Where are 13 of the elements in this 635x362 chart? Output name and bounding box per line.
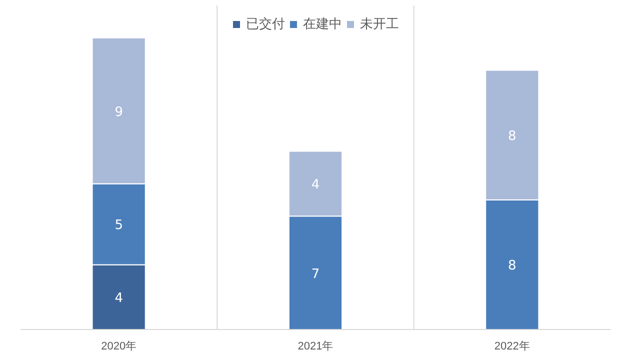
data-label: 8 <box>508 129 516 144</box>
legend-label: 在建中 <box>303 15 342 33</box>
data-label: 5 <box>114 218 123 234</box>
data-label: 8 <box>508 258 516 274</box>
x-tick-label: 2020年 <box>101 340 137 352</box>
data-label: 4 <box>311 178 320 193</box>
x-tick-label: 2021年 <box>298 340 334 352</box>
data-label: 7 <box>311 266 320 282</box>
x-tick-label: 2022年 <box>494 340 530 352</box>
data-label: 4 <box>114 291 123 306</box>
data-label: 9 <box>114 104 123 120</box>
legend-label: 未开工 <box>360 15 399 33</box>
legend-label: 已交付 <box>246 15 285 33</box>
